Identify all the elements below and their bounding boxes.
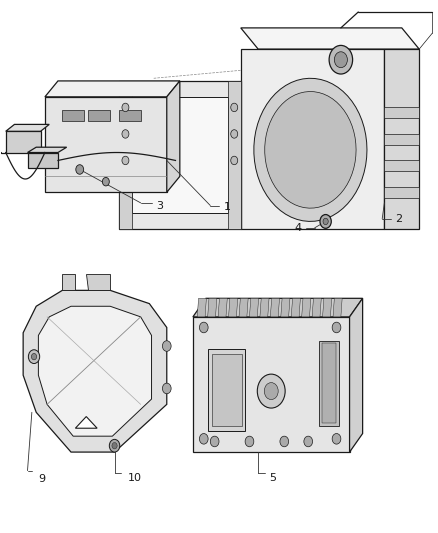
Polygon shape	[281, 298, 290, 317]
Polygon shape	[6, 131, 41, 152]
Circle shape	[112, 442, 117, 449]
Polygon shape	[45, 81, 180, 97]
Text: 9: 9	[39, 474, 46, 483]
Circle shape	[320, 215, 331, 228]
Text: 2: 2	[395, 214, 403, 224]
Polygon shape	[312, 298, 321, 317]
Polygon shape	[193, 298, 363, 317]
Polygon shape	[228, 81, 241, 229]
Circle shape	[162, 383, 171, 394]
Polygon shape	[322, 343, 336, 423]
Polygon shape	[229, 298, 238, 317]
Polygon shape	[208, 298, 217, 317]
Text: 1: 1	[223, 201, 230, 212]
Circle shape	[162, 341, 171, 351]
Text: 3: 3	[156, 200, 163, 211]
Polygon shape	[119, 110, 141, 120]
Polygon shape	[62, 274, 75, 290]
Text: 10: 10	[127, 473, 141, 482]
Text: 5: 5	[269, 473, 276, 482]
Circle shape	[323, 218, 328, 224]
Circle shape	[280, 436, 289, 447]
Polygon shape	[350, 298, 363, 452]
Circle shape	[199, 433, 208, 444]
Polygon shape	[62, 110, 84, 120]
Polygon shape	[132, 97, 228, 214]
Circle shape	[257, 374, 285, 408]
Polygon shape	[250, 298, 258, 317]
Polygon shape	[385, 108, 419, 118]
Polygon shape	[6, 124, 49, 131]
Circle shape	[332, 433, 341, 444]
Polygon shape	[239, 298, 248, 317]
Circle shape	[199, 322, 208, 333]
Polygon shape	[254, 78, 367, 221]
Polygon shape	[45, 97, 167, 192]
Circle shape	[110, 439, 120, 452]
Polygon shape	[86, 274, 110, 290]
Polygon shape	[302, 298, 311, 317]
Polygon shape	[88, 110, 110, 120]
Polygon shape	[385, 49, 419, 229]
Circle shape	[28, 350, 40, 364]
Circle shape	[334, 52, 347, 68]
Polygon shape	[212, 354, 242, 425]
Circle shape	[122, 156, 129, 165]
Polygon shape	[385, 134, 419, 144]
Polygon shape	[208, 349, 245, 431]
Text: 4: 4	[295, 223, 302, 233]
Polygon shape	[39, 306, 152, 436]
Circle shape	[122, 130, 129, 138]
Polygon shape	[333, 298, 342, 317]
Circle shape	[122, 103, 129, 112]
Circle shape	[102, 177, 110, 186]
Circle shape	[231, 156, 238, 165]
Polygon shape	[385, 187, 419, 198]
Polygon shape	[385, 160, 419, 171]
Polygon shape	[75, 417, 97, 428]
Polygon shape	[218, 298, 227, 317]
Circle shape	[264, 383, 278, 400]
Polygon shape	[28, 147, 67, 152]
Circle shape	[304, 436, 313, 447]
Polygon shape	[319, 341, 339, 425]
Polygon shape	[197, 298, 206, 317]
Polygon shape	[270, 298, 279, 317]
Circle shape	[329, 45, 353, 74]
Polygon shape	[119, 81, 132, 229]
Polygon shape	[28, 152, 58, 168]
Polygon shape	[260, 298, 269, 317]
Circle shape	[245, 436, 254, 447]
Circle shape	[231, 103, 238, 112]
Polygon shape	[241, 28, 419, 49]
Circle shape	[231, 130, 238, 138]
Polygon shape	[241, 49, 385, 229]
Polygon shape	[291, 298, 300, 317]
Circle shape	[210, 436, 219, 447]
Polygon shape	[322, 298, 332, 317]
Polygon shape	[119, 81, 241, 229]
Polygon shape	[23, 290, 167, 452]
Circle shape	[332, 322, 341, 333]
Polygon shape	[167, 81, 180, 192]
Polygon shape	[193, 317, 350, 452]
Circle shape	[32, 353, 37, 360]
Polygon shape	[265, 92, 356, 208]
Circle shape	[76, 165, 84, 174]
